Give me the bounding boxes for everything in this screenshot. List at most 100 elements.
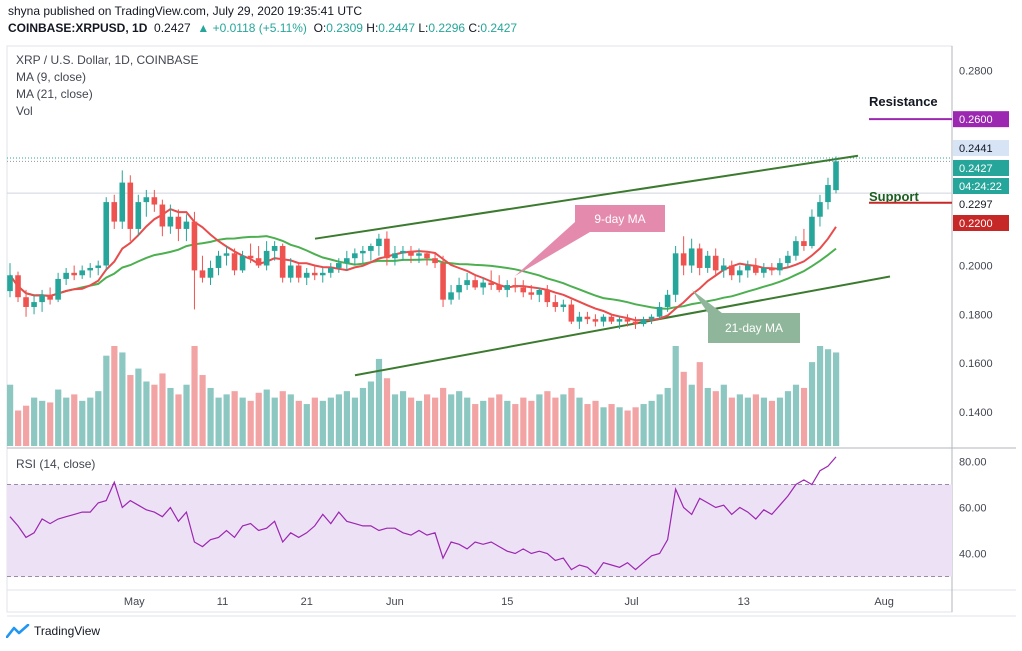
volume-bar	[680, 371, 687, 446]
candle-body	[223, 253, 230, 256]
volume-bar	[23, 405, 30, 446]
rsi-tick-label: 60.00	[959, 503, 987, 515]
volume-bar	[728, 397, 735, 446]
volume-bar	[688, 384, 695, 446]
candle-body	[111, 202, 118, 222]
candle-body	[833, 161, 839, 191]
support-price-tag: 0.2200	[959, 218, 993, 230]
candle-body	[584, 316, 591, 320]
volume-bar	[464, 397, 471, 446]
volume-bar	[55, 389, 62, 446]
candle-body	[568, 304, 575, 322]
volume-bar	[63, 397, 70, 446]
rsi-line	[9, 456, 837, 576]
legend-ma9: MA (9, close)	[16, 70, 87, 84]
candle-body	[704, 255, 711, 268]
candle-body	[753, 265, 759, 273]
volume-bar	[231, 391, 238, 446]
candle-body	[279, 246, 286, 278]
volume-bar	[792, 384, 800, 446]
volume-bar	[584, 404, 591, 446]
volume-bar	[159, 373, 166, 446]
volume-bar	[279, 391, 286, 446]
volume-bar	[656, 394, 663, 446]
time-tick-label: May	[124, 596, 145, 608]
price-tick-label: 0.1600	[959, 358, 993, 370]
volume-bar	[319, 400, 326, 446]
publisher-line: shyna published on TradingView.com, July…	[8, 4, 362, 18]
volume-bar	[15, 410, 22, 446]
candle-body	[512, 285, 519, 288]
tradingview-logo[interactable]: TradingView	[6, 624, 100, 638]
candle-body	[744, 265, 751, 271]
volume-bar	[424, 394, 431, 446]
candle-body	[785, 255, 791, 264]
candle-body	[672, 253, 679, 295]
candle-body	[592, 319, 599, 322]
price-tick-label: 0.2800	[959, 65, 993, 77]
candle-body	[472, 280, 478, 288]
last-price-tag: 0.2427	[959, 163, 993, 175]
volume-bar	[440, 387, 447, 446]
volume-bar	[143, 381, 150, 446]
candle-body	[616, 319, 623, 322]
volume-bar	[704, 387, 711, 446]
volume-bar	[135, 368, 142, 446]
candle-body	[23, 297, 29, 307]
rsi-band	[7, 484, 952, 577]
channel-lower-line	[354, 275, 891, 377]
close-label: C:	[468, 21, 481, 35]
candle-body	[376, 238, 382, 246]
volume-bar	[247, 400, 254, 446]
candle-body	[825, 185, 831, 203]
volume-bar	[343, 391, 351, 446]
candle-body	[688, 248, 695, 266]
volume-bar	[239, 397, 246, 446]
resistance-label: Resistance	[869, 94, 938, 109]
candle-body	[207, 267, 214, 278]
volume-bar	[335, 394, 342, 446]
rsi-legend: RSI (14, close)	[16, 457, 96, 471]
candle-body	[95, 265, 102, 268]
candle-body	[319, 272, 326, 276]
candle-body	[560, 304, 567, 307]
candle-body	[720, 265, 727, 271]
candle-body	[55, 278, 61, 300]
candle-body	[793, 241, 799, 256]
countdown-tag-bg	[953, 178, 1009, 194]
candle-body	[544, 289, 551, 303]
volume-bar	[448, 394, 455, 446]
candle-body	[31, 302, 37, 307]
candle-body	[127, 182, 134, 229]
candle-body	[656, 306, 663, 317]
volume-bar	[399, 391, 407, 446]
candle-body	[696, 248, 703, 268]
candle-body	[87, 267, 93, 271]
candle-body	[135, 202, 142, 229]
volume-bar	[648, 400, 655, 446]
candle-body	[664, 294, 671, 307]
volume-bar	[7, 384, 14, 446]
candle-body	[151, 197, 158, 205]
volume-bar	[552, 397, 559, 446]
candle-body	[528, 292, 535, 295]
volume-bar	[31, 397, 38, 446]
volume-bar	[432, 397, 439, 446]
time-tick-label: 21	[301, 596, 313, 608]
low-price-tag-bg	[953, 196, 1009, 212]
candle-body	[801, 241, 807, 246]
ma21-line	[9, 235, 837, 310]
candle-body	[520, 287, 527, 293]
candle-body	[239, 255, 246, 271]
volume-bar	[512, 404, 519, 446]
volume-bar	[87, 397, 94, 446]
channel-upper-line	[314, 154, 859, 240]
price-tick-label: 0.1800	[959, 309, 993, 321]
tradingview-logo-icon	[6, 624, 30, 638]
candle-body	[119, 182, 126, 222]
candle-body	[712, 255, 719, 271]
candle-body	[247, 255, 254, 259]
ma9-callout-label: 9-day MA	[594, 212, 645, 226]
candle-body	[335, 263, 342, 268]
